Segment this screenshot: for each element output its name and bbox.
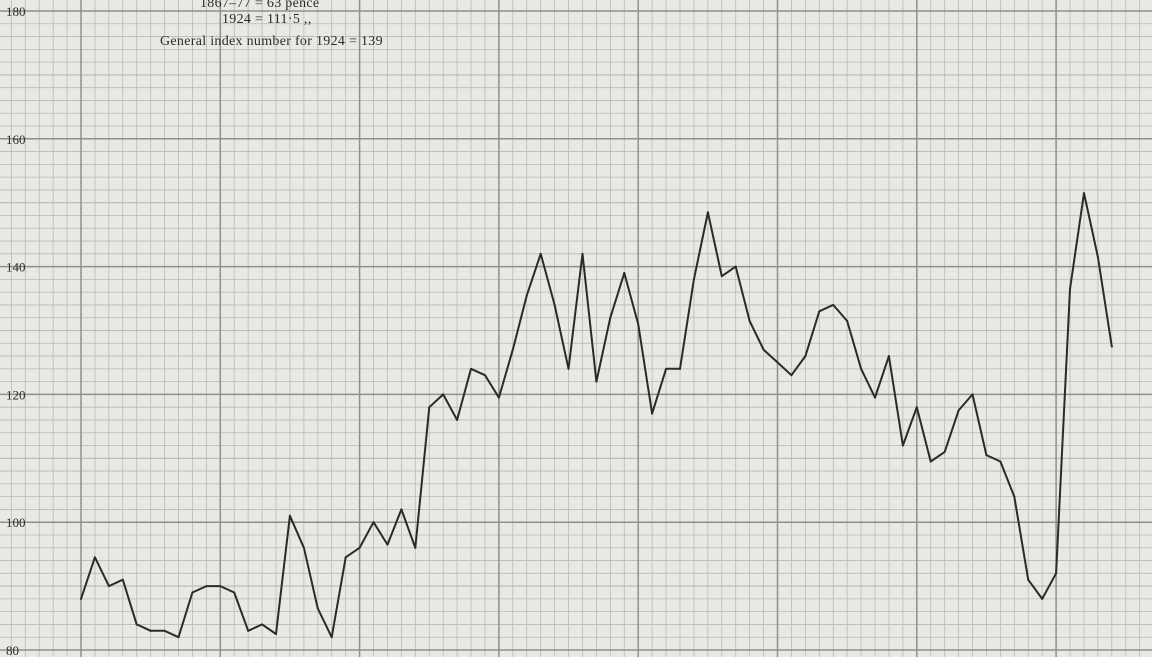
data-point [1013, 495, 1016, 498]
data-point [163, 629, 166, 632]
data-point [177, 636, 180, 639]
data-point [999, 460, 1002, 463]
data-point [442, 393, 445, 396]
data-point [1110, 345, 1113, 348]
data-point [623, 271, 626, 274]
data-point [915, 406, 918, 409]
data-point [121, 578, 124, 581]
data-point [80, 597, 82, 600]
data-point [678, 367, 681, 370]
data-point [219, 585, 222, 588]
data-point [581, 252, 584, 255]
data-point [372, 521, 375, 524]
data-point [832, 303, 835, 306]
data-point [205, 585, 208, 588]
data-point [316, 607, 319, 610]
data-point [428, 406, 431, 409]
data-point [191, 591, 194, 594]
data-point [734, 265, 737, 268]
data-point [1041, 597, 1044, 600]
data-point [247, 629, 250, 632]
data-point [762, 348, 765, 351]
data-point [288, 514, 291, 517]
data-point [149, 629, 152, 632]
y-tick-label: 180 [6, 4, 26, 19]
data-point [358, 546, 361, 549]
data-point [818, 310, 821, 313]
data-point [874, 396, 877, 399]
y-tick-label: 80 [6, 643, 19, 657]
data-point [511, 348, 514, 351]
data-point [483, 374, 486, 377]
data-point [804, 355, 807, 358]
data-point [553, 303, 556, 306]
data-point [665, 367, 668, 370]
data-point [1096, 256, 1099, 259]
data-point [302, 546, 305, 549]
data-point [720, 275, 723, 278]
data-point [135, 623, 138, 626]
data-point [776, 361, 779, 364]
data-point [609, 316, 612, 319]
data-point [261, 623, 264, 626]
data-point [470, 367, 473, 370]
data-point [901, 444, 904, 447]
data-point [595, 380, 598, 383]
data-point [651, 412, 654, 415]
data-point [456, 418, 459, 421]
annotation-base-price: 1867–77 = 63 pence [200, 0, 320, 11]
data-point [344, 556, 347, 559]
data-point [386, 543, 389, 546]
data-point [400, 508, 403, 511]
data-point [985, 454, 988, 457]
data-point [957, 409, 960, 412]
data-point [929, 460, 932, 463]
y-tick-label: 140 [6, 260, 26, 275]
data-point [414, 546, 417, 549]
data-point [1069, 287, 1072, 290]
data-point [971, 393, 974, 396]
y-tick-label: 160 [6, 132, 26, 147]
y-tick-label: 120 [6, 387, 26, 402]
data-point [93, 556, 96, 559]
data-point [637, 323, 640, 326]
data-point [860, 367, 863, 370]
data-point [107, 585, 110, 588]
data-point [1027, 578, 1030, 581]
data-point [330, 636, 333, 639]
data-point [706, 211, 709, 214]
data-point [748, 319, 751, 322]
data-point [846, 319, 849, 322]
data-point [525, 294, 528, 297]
annotation-1924-price: 1924 = 111·5 ,, [222, 12, 312, 27]
data-point [567, 367, 570, 370]
data-point [943, 450, 946, 453]
data-point [790, 374, 793, 377]
data-point [692, 278, 695, 281]
data-point [887, 355, 890, 358]
data-point [1055, 572, 1058, 575]
data-point [233, 591, 236, 594]
data-point [539, 252, 542, 255]
data-point [275, 633, 278, 636]
data-point [1082, 192, 1085, 195]
annotation-general-index: General index number for 1924 = 139 [160, 34, 383, 49]
y-tick-label: 100 [6, 515, 26, 530]
data-point [497, 396, 500, 399]
